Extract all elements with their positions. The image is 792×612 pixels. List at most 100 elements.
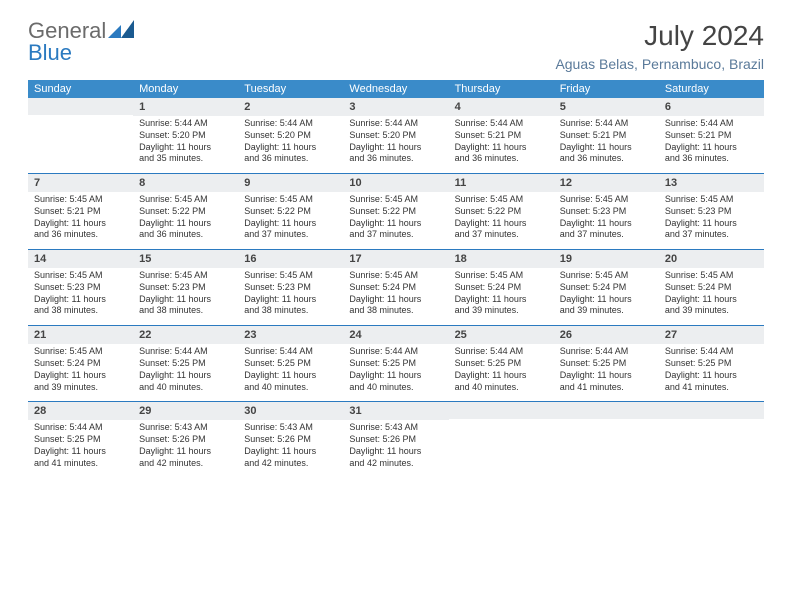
day-cell bbox=[449, 402, 554, 477]
sunset-text: Sunset: 5:23 PM bbox=[139, 282, 232, 294]
sunrise-text: Sunrise: 5:45 AM bbox=[244, 270, 337, 282]
daylight-text: and 42 minutes. bbox=[139, 458, 232, 470]
day-cell: 1Sunrise: 5:44 AMSunset: 5:20 PMDaylight… bbox=[133, 98, 238, 173]
day-cell bbox=[554, 402, 659, 477]
sunset-text: Sunset: 5:25 PM bbox=[244, 358, 337, 370]
daylight-text: Daylight: 11 hours bbox=[34, 218, 127, 230]
day-body: Sunrise: 5:44 AMSunset: 5:25 PMDaylight:… bbox=[554, 344, 659, 401]
sunset-text: Sunset: 5:20 PM bbox=[139, 130, 232, 142]
day-number: 19 bbox=[554, 250, 659, 268]
day-cell: 20Sunrise: 5:45 AMSunset: 5:24 PMDayligh… bbox=[659, 250, 764, 325]
sunset-text: Sunset: 5:26 PM bbox=[139, 434, 232, 446]
sunset-text: Sunset: 5:25 PM bbox=[349, 358, 442, 370]
sunrise-text: Sunrise: 5:44 AM bbox=[455, 346, 548, 358]
daylight-text: Daylight: 11 hours bbox=[349, 370, 442, 382]
day-body: Sunrise: 5:44 AMSunset: 5:25 PMDaylight:… bbox=[28, 420, 133, 477]
daylight-text: Daylight: 11 hours bbox=[665, 370, 758, 382]
day-body: Sunrise: 5:45 AMSunset: 5:24 PMDaylight:… bbox=[28, 344, 133, 401]
day-body-empty bbox=[554, 419, 659, 476]
sunrise-text: Sunrise: 5:44 AM bbox=[455, 118, 548, 130]
day-number: 31 bbox=[343, 402, 448, 420]
daylight-text: Daylight: 11 hours bbox=[139, 370, 232, 382]
daylight-text: and 40 minutes. bbox=[455, 382, 548, 394]
day-body: Sunrise: 5:45 AMSunset: 5:24 PMDaylight:… bbox=[659, 268, 764, 325]
day-body-empty bbox=[449, 419, 554, 476]
day-number: 8 bbox=[133, 174, 238, 192]
day-number: 29 bbox=[133, 402, 238, 420]
daylight-text: and 36 minutes. bbox=[665, 153, 758, 165]
daylight-text: Daylight: 11 hours bbox=[34, 294, 127, 306]
day-number: 12 bbox=[554, 174, 659, 192]
sunrise-text: Sunrise: 5:44 AM bbox=[34, 422, 127, 434]
sunrise-text: Sunrise: 5:45 AM bbox=[34, 270, 127, 282]
weekday-header-row: Sunday Monday Tuesday Wednesday Thursday… bbox=[28, 80, 764, 98]
day-number: 15 bbox=[133, 250, 238, 268]
sunset-text: Sunset: 5:25 PM bbox=[139, 358, 232, 370]
sunrise-text: Sunrise: 5:44 AM bbox=[244, 118, 337, 130]
day-body: Sunrise: 5:45 AMSunset: 5:23 PMDaylight:… bbox=[28, 268, 133, 325]
sunset-text: Sunset: 5:21 PM bbox=[34, 206, 127, 218]
daylight-text: Daylight: 11 hours bbox=[349, 446, 442, 458]
day-body: Sunrise: 5:44 AMSunset: 5:25 PMDaylight:… bbox=[449, 344, 554, 401]
day-cell: 15Sunrise: 5:45 AMSunset: 5:23 PMDayligh… bbox=[133, 250, 238, 325]
daylight-text: and 40 minutes. bbox=[139, 382, 232, 394]
sunset-text: Sunset: 5:24 PM bbox=[560, 282, 653, 294]
daylight-text: Daylight: 11 hours bbox=[455, 370, 548, 382]
day-number: 20 bbox=[659, 250, 764, 268]
daylight-text: and 39 minutes. bbox=[455, 305, 548, 317]
calendar: Sunday Monday Tuesday Wednesday Thursday… bbox=[28, 80, 764, 477]
daylight-text: and 40 minutes. bbox=[244, 382, 337, 394]
day-number: 10 bbox=[343, 174, 448, 192]
daylight-text: and 41 minutes. bbox=[560, 382, 653, 394]
daylight-text: and 41 minutes. bbox=[665, 382, 758, 394]
week-row: 21Sunrise: 5:45 AMSunset: 5:24 PMDayligh… bbox=[28, 326, 764, 402]
sunrise-text: Sunrise: 5:44 AM bbox=[560, 118, 653, 130]
day-cell: 26Sunrise: 5:44 AMSunset: 5:25 PMDayligh… bbox=[554, 326, 659, 401]
sunset-text: Sunset: 5:24 PM bbox=[34, 358, 127, 370]
day-cell: 7Sunrise: 5:45 AMSunset: 5:21 PMDaylight… bbox=[28, 174, 133, 249]
sunrise-text: Sunrise: 5:44 AM bbox=[349, 346, 442, 358]
day-body: Sunrise: 5:43 AMSunset: 5:26 PMDaylight:… bbox=[238, 420, 343, 477]
day-cell: 22Sunrise: 5:44 AMSunset: 5:25 PMDayligh… bbox=[133, 326, 238, 401]
day-cell: 19Sunrise: 5:45 AMSunset: 5:24 PMDayligh… bbox=[554, 250, 659, 325]
weekday-tuesday: Tuesday bbox=[238, 80, 343, 98]
daylight-text: and 37 minutes. bbox=[560, 229, 653, 241]
daylight-text: and 37 minutes. bbox=[665, 229, 758, 241]
daylight-text: Daylight: 11 hours bbox=[455, 142, 548, 154]
daylight-text: Daylight: 11 hours bbox=[560, 142, 653, 154]
sunset-text: Sunset: 5:21 PM bbox=[665, 130, 758, 142]
daylight-text: Daylight: 11 hours bbox=[560, 218, 653, 230]
weekday-thursday: Thursday bbox=[449, 80, 554, 98]
daylight-text: and 37 minutes. bbox=[349, 229, 442, 241]
logo-text-2: Blue bbox=[28, 40, 72, 65]
daylight-text: and 36 minutes. bbox=[560, 153, 653, 165]
day-body: Sunrise: 5:45 AMSunset: 5:22 PMDaylight:… bbox=[343, 192, 448, 249]
day-cell bbox=[659, 402, 764, 477]
day-cell: 23Sunrise: 5:44 AMSunset: 5:25 PMDayligh… bbox=[238, 326, 343, 401]
day-number: 1 bbox=[133, 98, 238, 116]
day-body: Sunrise: 5:45 AMSunset: 5:24 PMDaylight:… bbox=[449, 268, 554, 325]
day-number: 30 bbox=[238, 402, 343, 420]
day-number bbox=[659, 402, 764, 419]
daylight-text: and 36 minutes. bbox=[455, 153, 548, 165]
day-number bbox=[449, 402, 554, 419]
day-number: 5 bbox=[554, 98, 659, 116]
daylight-text: Daylight: 11 hours bbox=[665, 142, 758, 154]
day-cell: 31Sunrise: 5:43 AMSunset: 5:26 PMDayligh… bbox=[343, 402, 448, 477]
day-cell: 27Sunrise: 5:44 AMSunset: 5:25 PMDayligh… bbox=[659, 326, 764, 401]
day-body: Sunrise: 5:44 AMSunset: 5:20 PMDaylight:… bbox=[238, 116, 343, 173]
day-cell: 6Sunrise: 5:44 AMSunset: 5:21 PMDaylight… bbox=[659, 98, 764, 173]
sunset-text: Sunset: 5:20 PM bbox=[244, 130, 337, 142]
day-cell: 21Sunrise: 5:45 AMSunset: 5:24 PMDayligh… bbox=[28, 326, 133, 401]
sunrise-text: Sunrise: 5:45 AM bbox=[349, 270, 442, 282]
weekday-saturday: Saturday bbox=[659, 80, 764, 98]
daylight-text: and 36 minutes. bbox=[34, 229, 127, 241]
daylight-text: Daylight: 11 hours bbox=[244, 218, 337, 230]
day-body: Sunrise: 5:45 AMSunset: 5:21 PMDaylight:… bbox=[28, 192, 133, 249]
daylight-text: Daylight: 11 hours bbox=[560, 294, 653, 306]
day-cell: 9Sunrise: 5:45 AMSunset: 5:22 PMDaylight… bbox=[238, 174, 343, 249]
day-number: 3 bbox=[343, 98, 448, 116]
day-number: 16 bbox=[238, 250, 343, 268]
week-row: 14Sunrise: 5:45 AMSunset: 5:23 PMDayligh… bbox=[28, 250, 764, 326]
sunset-text: Sunset: 5:25 PM bbox=[665, 358, 758, 370]
